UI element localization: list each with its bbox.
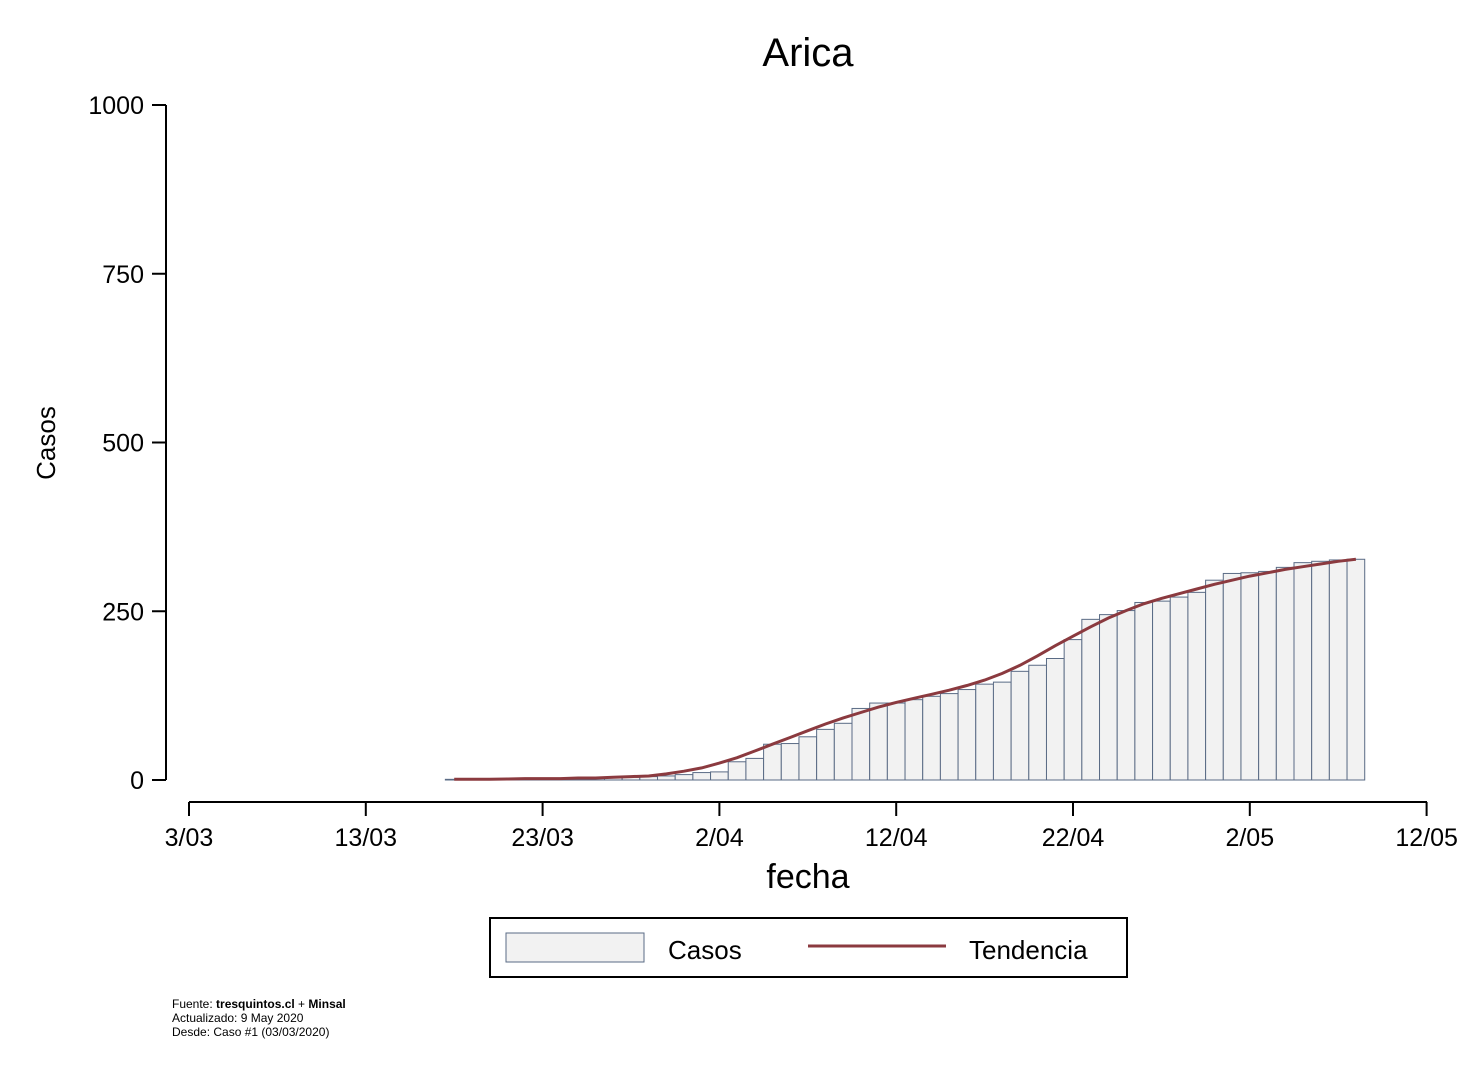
bar-casos bbox=[745, 757, 765, 781]
footnote-since: Desde: Caso #1 (03/03/2020) bbox=[172, 1025, 330, 1039]
bar-casos bbox=[1045, 658, 1065, 781]
source-org: Minsal bbox=[308, 997, 346, 1011]
bar-casos bbox=[674, 774, 694, 781]
bar-casos bbox=[939, 693, 959, 781]
bar-casos bbox=[1063, 639, 1083, 781]
bar-casos bbox=[1116, 610, 1136, 781]
x-tick-label: 12/04 bbox=[865, 824, 928, 852]
bars-casos bbox=[444, 558, 1366, 781]
y-axis-label: Casos bbox=[31, 406, 61, 480]
bar-casos bbox=[763, 743, 782, 781]
bar-casos bbox=[657, 775, 676, 781]
legend-label-tendencia: Tendencia bbox=[969, 935, 1088, 965]
bar-casos bbox=[1258, 570, 1277, 781]
legend-swatch-casos bbox=[505, 932, 645, 963]
bar-casos bbox=[1275, 566, 1295, 781]
bar-casos bbox=[1010, 670, 1030, 781]
bar-casos bbox=[833, 722, 853, 781]
x-axis-label: fecha bbox=[766, 858, 849, 896]
footnote-updated: Actualizado: 9 May 2020 bbox=[172, 1011, 304, 1025]
bar-casos bbox=[727, 761, 747, 781]
bar-casos bbox=[710, 771, 729, 781]
bar-casos bbox=[1205, 579, 1224, 781]
y-tick-label: 0 bbox=[130, 767, 144, 795]
footnote-source: Fuente: tresquintos.cl + Minsal bbox=[172, 997, 346, 1011]
bar-casos bbox=[1028, 664, 1047, 781]
bar-casos bbox=[886, 702, 906, 781]
bar-casos bbox=[1328, 559, 1348, 781]
source-site: tresquintos.cl bbox=[216, 997, 295, 1011]
bar-casos bbox=[1134, 601, 1154, 781]
bar-casos bbox=[1293, 562, 1313, 781]
y-tick-label: 1000 bbox=[88, 92, 144, 120]
bar-casos bbox=[957, 689, 977, 781]
legend: Casos Tendencia bbox=[489, 917, 1128, 978]
bar-casos bbox=[1187, 591, 1207, 781]
bar-casos bbox=[1346, 558, 1366, 781]
legend-label-casos: Casos bbox=[668, 935, 742, 965]
bar-casos bbox=[692, 772, 712, 781]
bar-casos bbox=[992, 681, 1012, 781]
bar-casos bbox=[1240, 572, 1260, 781]
bar-casos bbox=[1081, 618, 1101, 781]
trend-line-tendencia bbox=[454, 557, 1357, 781]
x-tick-label: 2/05 bbox=[1225, 824, 1274, 852]
bar-casos bbox=[869, 702, 888, 781]
bar-casos bbox=[851, 707, 871, 781]
x-tick-label: 2/04 bbox=[695, 824, 744, 852]
y-tick-label: 500 bbox=[102, 430, 144, 458]
x-tick-label: 13/03 bbox=[335, 824, 398, 852]
bar-casos bbox=[816, 728, 835, 781]
chart-title: Arica bbox=[762, 31, 854, 75]
bar-casos bbox=[904, 699, 924, 781]
y-tick-label: 750 bbox=[102, 261, 144, 289]
bar-casos bbox=[922, 695, 941, 781]
bar-casos bbox=[1099, 614, 1118, 781]
x-tick-label: 12/05 bbox=[1395, 824, 1458, 852]
bar-casos bbox=[1222, 572, 1242, 781]
footnote: Fuente: tresquintos.cl + Minsal Actualiz… bbox=[172, 997, 346, 1039]
bar-casos bbox=[1152, 600, 1171, 781]
y-ticks: 0 250 500 750 1000 bbox=[88, 92, 166, 795]
bar-casos bbox=[975, 683, 994, 781]
x-tick-label: 22/04 bbox=[1042, 824, 1105, 852]
bar-casos bbox=[798, 736, 818, 781]
x-tick-label: 3/03 bbox=[165, 824, 214, 852]
bar-casos bbox=[1169, 596, 1189, 781]
y-tick-label: 250 bbox=[102, 598, 144, 626]
bar-casos bbox=[780, 743, 800, 781]
x-ticks: 3/03 13/03 23/03 2/04 12/04 22/04 2/05 12/05 bbox=[165, 802, 1458, 852]
x-tick-label: 23/03 bbox=[511, 824, 574, 852]
bar-casos bbox=[1311, 560, 1330, 781]
